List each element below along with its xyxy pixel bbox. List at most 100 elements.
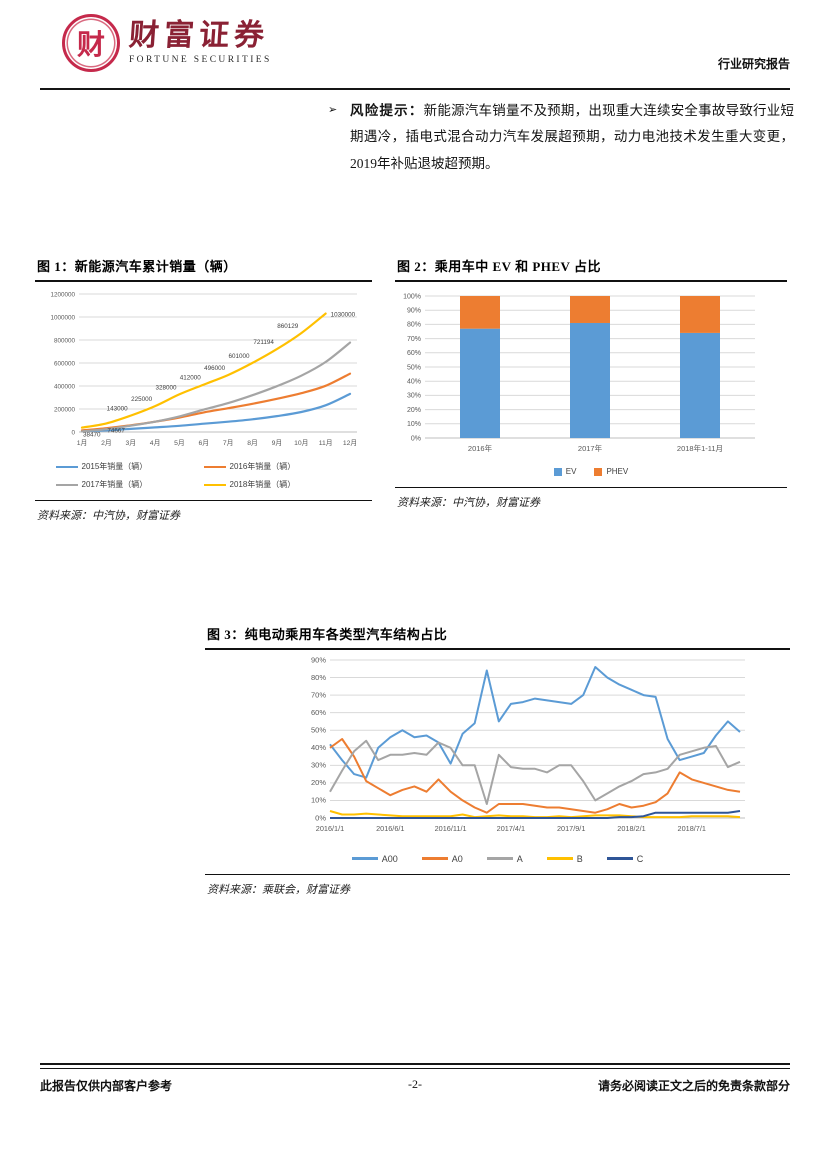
svg-text:2018/7/1: 2018/7/1: [678, 824, 706, 833]
svg-text:6月: 6月: [199, 439, 210, 447]
svg-text:4月: 4月: [150, 439, 161, 447]
header-rule: [40, 88, 790, 90]
figure1-chart: 0 200000 400000 600000 800000 1000000 1200000 1…: [50, 291, 357, 447]
legend-swatch: [351, 857, 378, 861]
svg-text:8月: 8月: [247, 439, 258, 447]
svg-text:2018/2/1: 2018/2/1: [617, 824, 645, 833]
legend-item-A0: A0: [421, 853, 463, 864]
svg-text:10月: 10月: [294, 439, 308, 447]
svg-text:412000: 412000: [180, 375, 202, 382]
report-type-label: 行业研究报告: [717, 57, 790, 71]
legend-item-A00: A00: [351, 853, 398, 864]
footer-left-note: 此报告仅供内部客户参考: [40, 1079, 173, 1093]
svg-text:74667: 74667: [107, 427, 125, 434]
company-logo: 财 财富证券 FORTUNE SECURITIES: [62, 14, 272, 72]
svg-text:50%: 50%: [311, 726, 326, 735]
brand-name-cn: 财富证券: [127, 19, 271, 52]
svg-text:2016/6/1: 2016/6/1: [376, 824, 404, 833]
svg-text:40%: 40%: [311, 743, 326, 752]
legend-swatch: [486, 857, 513, 861]
svg-text:2016/1/1: 2016/1/1: [316, 824, 344, 833]
figure3-chart: 0% 10% 20% 30% 40% 50% 60% 70% 80% 90% 2016/1/1 201…: [311, 655, 745, 833]
svg-text:2016/11/1: 2016/11/1: [435, 824, 467, 833]
svg-text:80%: 80%: [407, 322, 421, 329]
figure1-legend: 2015年销量（辆） 2016年销量（辆） 2017年销量（辆） 2018年销量（辆）: [39, 457, 369, 498]
bullet-arrow-icon: ➢: [328, 104, 338, 116]
legend-label: 2015年销量（辆）: [81, 462, 148, 472]
legend-swatch: [421, 857, 448, 861]
svg-text:1月: 1月: [77, 439, 88, 447]
legend-label: C: [636, 853, 644, 864]
svg-text:2017/4/1: 2017/4/1: [497, 824, 525, 833]
legend-label: A00: [381, 853, 398, 864]
svg-text:721194: 721194: [253, 339, 274, 346]
svg-text:0%: 0%: [411, 435, 421, 442]
svg-text:143000: 143000: [107, 406, 129, 413]
risk-section: ➢ 风险提示：新能源汽车销量不及预期，出现重大连续安全事故导致行业短期遇冷，插电…: [328, 98, 794, 177]
svg-text:10%: 10%: [407, 421, 421, 428]
legend-swatch: [546, 857, 573, 861]
svg-text:2月: 2月: [101, 439, 112, 447]
svg-text:60%: 60%: [407, 350, 421, 357]
svg-text:9月: 9月: [272, 439, 283, 447]
figure3-source: 资料来源：乘联会，财富证券: [205, 874, 790, 897]
legend-label: 2017年销量（辆）: [81, 480, 148, 490]
legend-item-2017年销量（辆）: 2017年销量（辆）: [55, 479, 204, 490]
brand-name-en: FORTUNE SECURITIES: [129, 55, 272, 65]
figure3-title: 图 3：纯电动乘用车各类型汽车结构占比: [205, 624, 790, 650]
footer-page-number: -2-: [408, 1077, 422, 1091]
figure3-legend: A00 A0 A B C: [205, 848, 790, 872]
footer-rule-thin: [40, 1068, 790, 1069]
svg-text:2017年: 2017年: [578, 443, 603, 453]
svg-text:800000: 800000: [54, 337, 76, 344]
svg-text:100%: 100%: [403, 293, 421, 300]
svg-text:70%: 70%: [311, 690, 326, 699]
svg-text:20%: 20%: [311, 778, 326, 787]
legend-label: 2018年销量（辆）: [229, 480, 296, 490]
svg-text:400000: 400000: [54, 383, 76, 390]
legend-label: PHEV: [606, 467, 629, 477]
svg-text:1030000: 1030000: [331, 312, 356, 319]
legend-item-B: B: [546, 854, 583, 864]
svg-text:328000: 328000: [155, 384, 177, 391]
svg-text:3月: 3月: [125, 439, 136, 447]
legend-item-PHEV: PHEV: [594, 467, 628, 476]
svg-text:5月: 5月: [174, 439, 185, 447]
legend-label: 2016年销量（辆）: [229, 462, 296, 472]
legend-label: A0: [451, 853, 463, 864]
svg-text:30%: 30%: [407, 393, 421, 400]
legend-label: EV: [565, 467, 577, 477]
svg-text:2016年: 2016年: [468, 443, 493, 453]
legend-swatch: [55, 483, 78, 486]
svg-text:70%: 70%: [407, 336, 421, 343]
svg-text:7月: 7月: [223, 439, 234, 447]
svg-text:80%: 80%: [311, 673, 326, 682]
svg-text:2017/9/1: 2017/9/1: [557, 824, 585, 833]
svg-text:50%: 50%: [407, 364, 421, 371]
svg-text:496000: 496000: [204, 365, 226, 372]
figure2-source: 资料来源：中汽协，财富证券: [395, 487, 787, 510]
svg-text:90%: 90%: [407, 308, 421, 315]
footer-rule-thick: [40, 1063, 790, 1065]
svg-text:1200000: 1200000: [50, 291, 75, 298]
figure1-source: 资料来源：中汽协，财富证券: [35, 500, 372, 523]
svg-text:0: 0: [71, 429, 75, 436]
figure2-legend: EV PHEV: [395, 462, 787, 485]
svg-text:40%: 40%: [407, 379, 421, 386]
legend-swatch: [606, 857, 633, 861]
svg-text:600000: 600000: [54, 360, 76, 367]
figure2-title: 图 2：乘用车中 EV 和 PHEV 占比: [395, 256, 787, 282]
svg-text:1000000: 1000000: [50, 314, 75, 321]
figure3-panel: 图 3：纯电动乘用车各类型汽车结构占比 0% 10% 20% 30% 40% 50% 60%…: [205, 624, 790, 897]
svg-text:601000: 601000: [228, 353, 250, 360]
legend-swatch: [55, 465, 78, 468]
legend-item-2018年销量（辆）: 2018年销量（辆）: [203, 479, 352, 490]
brand-block: 财富证券 FORTUNE SECURITIES: [127, 19, 272, 65]
figure2-chart: 0% 10% 20% 30% 40% 50% 60% 70% 80% 90% 100% 2016年 20…: [403, 293, 755, 453]
svg-text:200000: 200000: [54, 406, 76, 413]
svg-text:860129: 860129: [277, 323, 299, 330]
figure1-panel: 图 1：新能源汽车累计销量（辆） 0 200000 400000 600000 8000…: [35, 256, 372, 523]
legend-item-2016年销量（辆）: 2016年销量（辆）: [203, 461, 352, 472]
legend-item-C: C: [606, 853, 644, 864]
